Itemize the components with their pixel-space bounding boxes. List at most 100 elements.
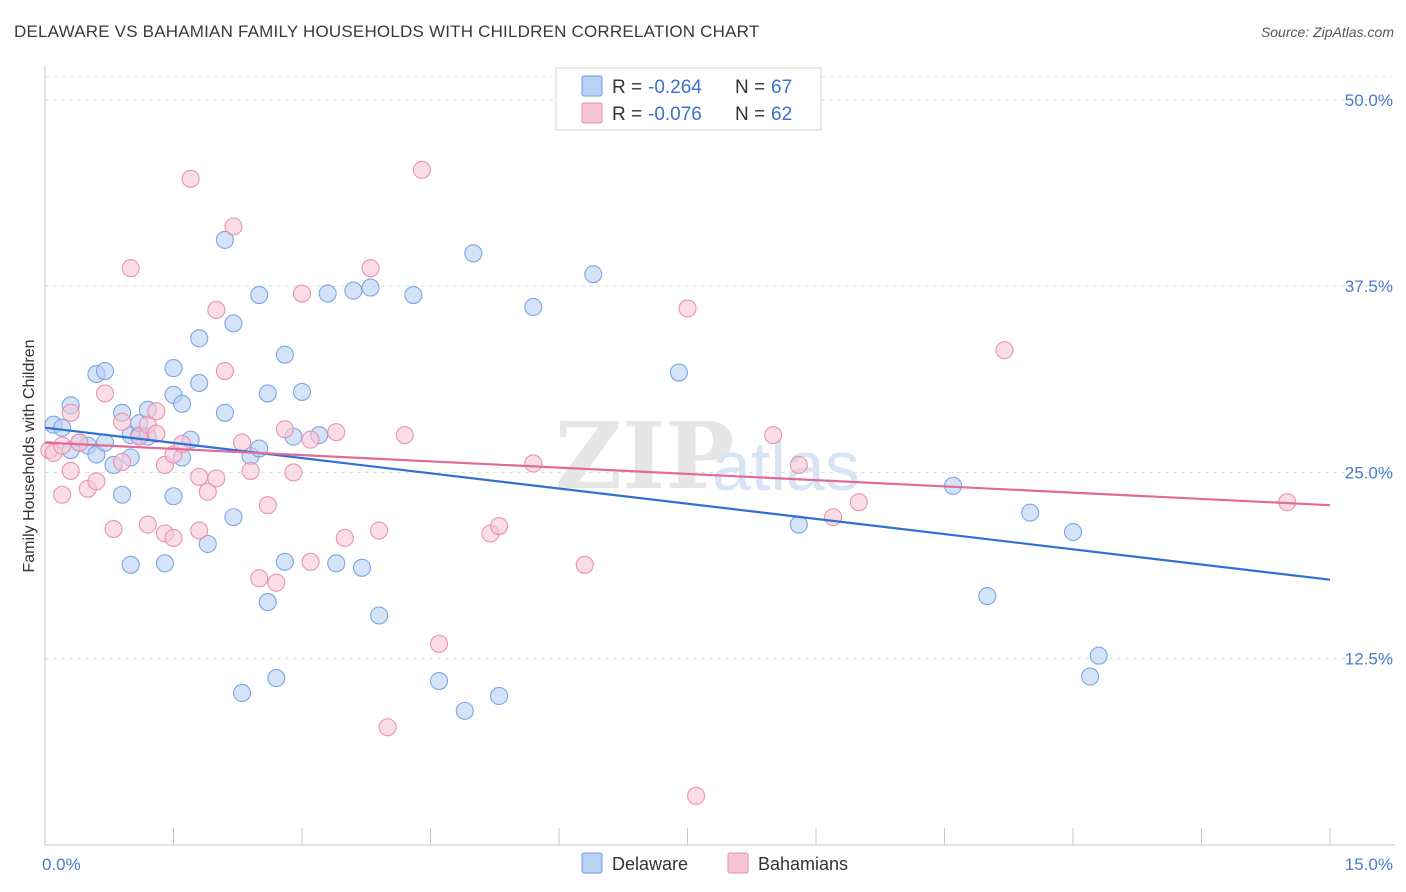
- point-delaware: [327, 554, 346, 573]
- y-tick-label: 50.0%: [1345, 91, 1393, 110]
- point-bahamians: [121, 259, 140, 278]
- legend-n-label: N =: [735, 104, 765, 125]
- bottom-legend-label-delaware: Delaware: [612, 854, 688, 874]
- point-bahamians: [138, 515, 157, 534]
- point-delaware: [173, 394, 192, 413]
- point-bahamians: [412, 160, 431, 179]
- point-delaware: [164, 487, 183, 506]
- legend: R = -0.264 N = 67 R = -0.076 N = 62: [555, 67, 822, 131]
- legend-swatch-bahamians: [581, 102, 603, 124]
- point-bahamians: [190, 521, 209, 540]
- point-bahamians: [687, 786, 706, 805]
- y-tick-label: 12.5%: [1345, 650, 1393, 669]
- x-tick-label: 15.0%: [1345, 855, 1393, 874]
- legend-n-value: 67: [771, 77, 792, 98]
- trend-lines: [44, 426, 1331, 581]
- point-delaware: [198, 534, 217, 553]
- point-bahamians: [224, 217, 243, 236]
- y-axis-label: Family Households with Children: [21, 340, 38, 573]
- point-delaware: [275, 552, 294, 571]
- point-bahamians: [489, 517, 509, 536]
- point-delaware: [370, 606, 389, 625]
- point-bahamians: [53, 485, 72, 504]
- point-delaware: [53, 418, 72, 437]
- bottom-legend-label-bahamians: Bahamians: [758, 854, 848, 874]
- legend-r-value: -0.076: [648, 104, 702, 125]
- point-delaware: [318, 284, 337, 303]
- point-delaware: [524, 297, 543, 317]
- point-delaware: [430, 672, 449, 691]
- point-bahamians: [164, 528, 183, 548]
- data-points: [40, 160, 1297, 805]
- point-delaware: [275, 345, 294, 364]
- point-delaware: [258, 384, 277, 403]
- point-bahamians: [849, 493, 868, 512]
- point-bahamians: [292, 284, 312, 303]
- point-delaware: [95, 362, 115, 381]
- point-delaware: [190, 329, 209, 348]
- point-delaware: [215, 230, 234, 249]
- point-bahamians: [258, 496, 277, 515]
- point-delaware: [164, 359, 183, 378]
- point-bahamians: [181, 169, 200, 188]
- point-bahamians: [95, 384, 115, 403]
- point-delaware: [258, 593, 277, 612]
- y-tick-labels: 12.5% 25.0% 37.5% 50.0%: [1345, 91, 1393, 669]
- y-tick-label: 25.0%: [1345, 463, 1393, 482]
- point-delaware: [155, 554, 174, 573]
- trend-line-bahamians: [44, 441, 1331, 507]
- bottom-legend-swatch-bahamians: [727, 852, 749, 874]
- point-delaware: [113, 485, 132, 504]
- bottom-legend-swatch-delaware: [581, 852, 603, 874]
- x-tick-labels: 0.0% 15.0%: [42, 855, 1393, 874]
- point-bahamians: [764, 426, 783, 445]
- watermark: ZIP atlas: [555, 402, 860, 510]
- point-delaware: [361, 278, 380, 297]
- point-bahamians: [267, 573, 286, 592]
- legend-r-label: R =: [612, 104, 642, 125]
- point-bahamians: [113, 452, 132, 472]
- point-bahamians: [361, 259, 380, 278]
- point-bahamians: [215, 362, 234, 381]
- point-bahamians: [284, 463, 303, 482]
- point-bahamians: [113, 412, 132, 431]
- point-bahamians: [70, 433, 89, 452]
- point-bahamians: [275, 420, 294, 439]
- gridlines: [45, 76, 1395, 660]
- point-delaware: [464, 244, 483, 263]
- point-bahamians: [207, 300, 226, 320]
- point-bahamians: [61, 403, 80, 422]
- point-bahamians: [378, 718, 397, 737]
- y-tick-label: 37.5%: [1345, 277, 1393, 296]
- x-tick-label: 0.0%: [42, 855, 81, 874]
- point-delaware: [1021, 503, 1040, 522]
- point-bahamians: [87, 472, 106, 491]
- point-bahamians: [207, 469, 226, 488]
- point-delaware: [344, 281, 363, 300]
- point-bahamians: [241, 461, 260, 480]
- point-bahamians: [250, 569, 269, 588]
- point-bahamians: [824, 508, 843, 527]
- point-delaware: [224, 508, 243, 527]
- point-delaware: [95, 433, 115, 452]
- point-bahamians: [147, 402, 166, 421]
- source-label: Source: ZipAtlas.com: [1260, 24, 1394, 40]
- point-delaware: [1089, 646, 1108, 665]
- point-delaware: [352, 558, 372, 577]
- legend-r-label: R =: [612, 77, 642, 98]
- point-bahamians: [198, 482, 217, 501]
- point-bahamians: [995, 341, 1014, 360]
- chart-title: DELAWARE VS BAHAMIAN FAMILY HOUSEHOLDS W…: [14, 22, 760, 41]
- point-delaware: [292, 382, 312, 401]
- point-delaware: [232, 683, 252, 703]
- point-delaware: [215, 403, 234, 422]
- legend-swatch-delaware: [581, 75, 603, 97]
- point-bahamians: [301, 430, 320, 449]
- point-delaware: [978, 587, 997, 606]
- point-delaware: [489, 686, 509, 706]
- point-delaware: [1063, 522, 1083, 542]
- watermark-atlas: atlas: [712, 427, 860, 505]
- point-bahamians: [335, 528, 354, 548]
- point-delaware: [455, 701, 474, 720]
- point-delaware: [584, 265, 603, 284]
